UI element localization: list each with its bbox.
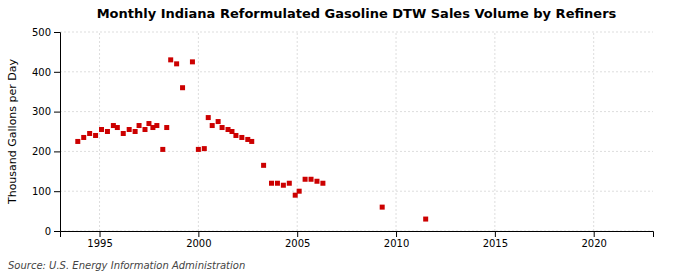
x-grid-line xyxy=(494,32,495,231)
x-grid-line xyxy=(198,32,199,231)
point xyxy=(423,217,428,222)
point xyxy=(275,181,280,186)
point xyxy=(380,205,385,210)
point xyxy=(87,131,92,136)
point xyxy=(314,179,319,184)
x-tick-mark xyxy=(594,231,595,237)
point xyxy=(168,57,173,62)
y-tick-mark xyxy=(54,191,60,192)
point xyxy=(99,127,104,132)
y-tick-label: 100 xyxy=(32,186,51,197)
y-axis-title: Thousand Gallons per Day xyxy=(6,58,19,205)
x-tick-label: 2020 xyxy=(581,238,606,249)
point xyxy=(261,163,266,168)
points xyxy=(75,57,428,221)
y-tick-mark xyxy=(54,151,60,152)
x-grid-line xyxy=(593,32,594,231)
x-tick-mark xyxy=(297,231,298,237)
y-tick-mark xyxy=(54,32,60,33)
x-tick-label: 2010 xyxy=(384,238,409,249)
point xyxy=(137,123,142,128)
y-tick: 400 xyxy=(32,67,60,78)
x-tick-mark xyxy=(396,231,397,237)
point xyxy=(206,115,211,120)
point xyxy=(190,59,195,64)
x-tick-label: 2005 xyxy=(285,238,310,249)
y-tick: 300 xyxy=(32,106,60,117)
title: Monthly Indiana Reformulated Gasoline DT… xyxy=(97,6,617,21)
y-grid-line xyxy=(60,111,653,112)
point xyxy=(75,139,80,144)
x-tick-label: 2015 xyxy=(483,238,508,249)
y-tick-label: 0 xyxy=(45,226,51,237)
point xyxy=(180,85,185,90)
y-grid-line xyxy=(60,71,653,72)
point xyxy=(164,125,169,130)
y-tick-label: 500 xyxy=(32,27,51,38)
point xyxy=(287,181,292,186)
point xyxy=(269,181,274,186)
point xyxy=(202,146,207,151)
y-tick: 100 xyxy=(32,186,60,197)
point xyxy=(154,123,159,128)
point xyxy=(320,181,325,186)
x-axis: 1995 2000 2005 2010 2015 2020 xyxy=(61,231,654,249)
x-grid-line xyxy=(297,32,298,231)
x-tick: 2015 xyxy=(483,231,508,249)
x-tick: 2005 xyxy=(285,231,310,249)
x-tick-label: 1995 xyxy=(87,238,112,249)
y-tick: 200 xyxy=(32,146,60,157)
y-tick-mark xyxy=(54,231,60,232)
point xyxy=(303,177,308,182)
point xyxy=(105,129,110,134)
y-axis: 0 100 200 300 400 500 xyxy=(32,27,61,237)
point xyxy=(210,123,215,128)
point xyxy=(309,177,314,182)
x-tick-label: 2000 xyxy=(186,238,211,249)
point xyxy=(160,147,165,152)
point xyxy=(196,147,201,152)
source: Source: U.S. Energy Information Administ… xyxy=(8,260,245,271)
x-tick-mark xyxy=(198,231,199,237)
chart: 1995 2000 2005 2010 2015 2020 0 100 200 300 400 500… xyxy=(0,0,675,275)
y-grid-line xyxy=(60,151,653,152)
point xyxy=(239,135,244,140)
point xyxy=(133,129,138,134)
point xyxy=(220,125,225,130)
point xyxy=(93,133,98,138)
y-tick-label: 200 xyxy=(32,146,51,157)
point xyxy=(281,183,286,188)
y-tick-label: 300 xyxy=(32,106,51,117)
point xyxy=(121,131,126,136)
point xyxy=(115,125,120,130)
y-grid-line xyxy=(60,32,653,33)
x-tick-mark xyxy=(495,231,496,237)
point xyxy=(142,127,147,132)
point xyxy=(297,189,302,194)
point xyxy=(233,133,238,138)
y-tick-label: 400 xyxy=(32,67,51,78)
y-tick: 0 xyxy=(45,226,60,237)
y-tick: 500 xyxy=(32,27,60,38)
point xyxy=(81,135,86,140)
grid xyxy=(60,32,653,231)
x-tick-mark xyxy=(100,231,101,237)
x-grid-line xyxy=(396,32,397,231)
x-tick: 2000 xyxy=(186,231,211,249)
point xyxy=(174,61,179,66)
point xyxy=(249,139,254,144)
point xyxy=(216,119,221,124)
y-axis-line xyxy=(54,33,61,232)
point xyxy=(127,127,132,132)
x-axis-line xyxy=(61,232,654,238)
x-tick: 2010 xyxy=(384,231,409,249)
x-tick: 2020 xyxy=(581,231,606,249)
y-tick-mark xyxy=(54,112,60,113)
x-tick: 1995 xyxy=(87,231,112,249)
y-grid-line xyxy=(60,191,653,192)
y-tick-mark xyxy=(54,72,60,73)
